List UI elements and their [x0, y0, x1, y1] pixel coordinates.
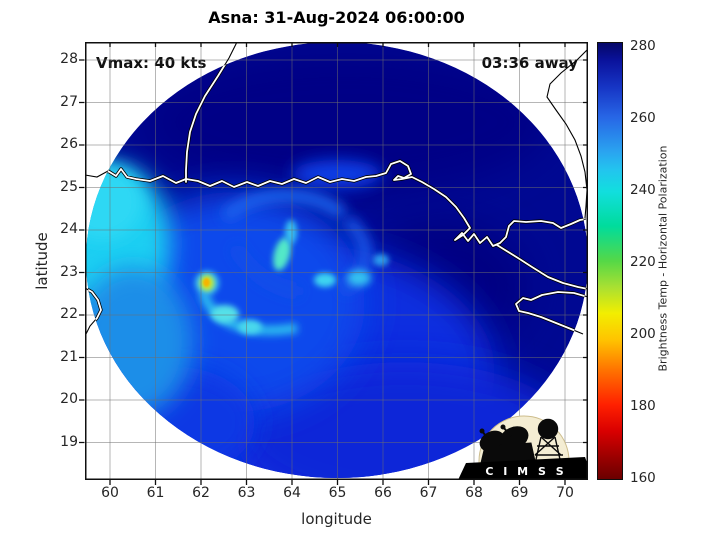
y-axis-label: latitude — [33, 232, 51, 290]
colorbar-tick-label: 220 — [630, 254, 656, 270]
x-axis-label: longitude — [301, 510, 372, 528]
x-tick-label: 61 — [146, 485, 165, 501]
satellite-map-plot: C I M S S — [85, 42, 588, 480]
colorbar-tick-label: 280 — [630, 38, 656, 54]
x-tick-label: 65 — [328, 485, 347, 501]
colorbar-tick-label: 260 — [630, 110, 656, 126]
logo-text: C I M S S — [485, 465, 566, 478]
y-tick-label: 23 — [60, 263, 78, 280]
brightness-temp-swath — [86, 42, 588, 478]
colorbar — [597, 42, 623, 480]
satellite-dishes-icon — [479, 424, 536, 464]
colorbar-tick-label: 240 — [630, 182, 656, 198]
x-tick-label: 68 — [465, 485, 483, 501]
y-tick-label: 24 — [60, 221, 78, 237]
x-tick-label: 64 — [283, 485, 301, 501]
x-tick-label: 63 — [237, 485, 256, 501]
coldest-cell-marker — [195, 271, 219, 295]
colorbar-tick-label: 160 — [630, 470, 656, 486]
grid-lines — [85, 42, 588, 480]
x-tick-label: 60 — [101, 485, 119, 501]
cimss-logo: C I M S S — [458, 415, 588, 480]
x-tick-label: 69 — [510, 485, 529, 501]
y-tick-label: 22 — [60, 306, 78, 322]
y-tick-label: 20 — [60, 391, 78, 407]
water-tower-icon — [534, 418, 563, 465]
vmax-annotation: Vmax: 40 kts — [96, 54, 207, 72]
colorbar-tick-label: 180 — [630, 398, 656, 414]
time-away-annotation: 03:36 away — [481, 54, 578, 72]
logo-base — [458, 457, 588, 480]
y-tick-label: 21 — [60, 348, 78, 365]
page-title: Asna: 31-Aug-2024 06:00:00 — [208, 8, 465, 27]
x-tick-label: 67 — [419, 485, 438, 501]
colorbar-tick-label: 200 — [630, 326, 656, 342]
y-tick-label: 26 — [60, 136, 78, 152]
x-tick-label: 66 — [374, 485, 392, 501]
x-tick-label: 62 — [192, 485, 210, 501]
y-tick-label: 25 — [60, 178, 78, 195]
colorbar-axis-label: Brightness Temp - Horizontal Polarizatio… — [656, 145, 670, 372]
y-tick-label: 28 — [60, 51, 78, 67]
x-tick-label: 70 — [556, 485, 574, 501]
y-tick-label: 27 — [60, 93, 78, 110]
y-tick-label: 19 — [60, 433, 78, 450]
